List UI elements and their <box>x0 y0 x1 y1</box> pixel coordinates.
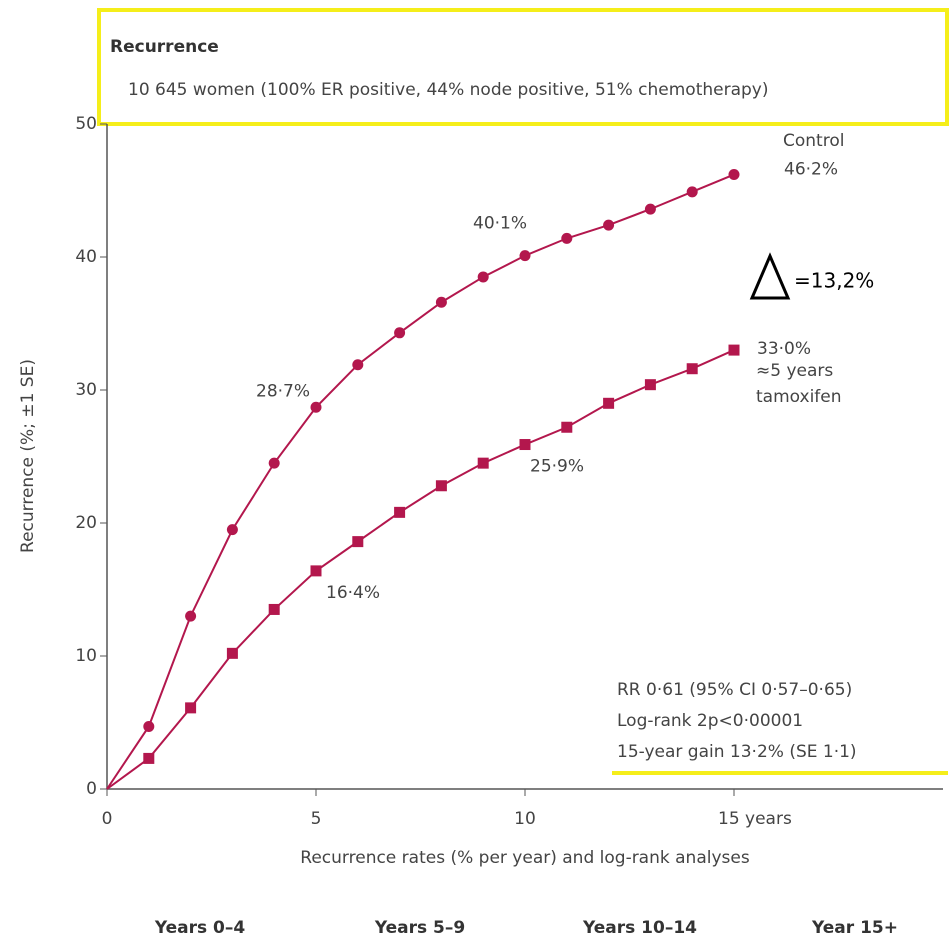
x-tick-label: 0 <box>102 809 113 829</box>
marker <box>603 397 615 409</box>
marker <box>561 421 573 433</box>
period-label: Years 0–4 <box>154 918 246 938</box>
x-axis-label: Recurrence rates (% per year) and log-ra… <box>300 848 750 868</box>
marker <box>435 480 447 492</box>
marker <box>561 232 573 244</box>
series-line <box>106 173 735 790</box>
legend-label: Control <box>783 131 844 151</box>
stats-line: 15-year gain 13·2% (SE 1·1) <box>617 742 857 762</box>
stats-line: RR 0·61 (95% CI 0·57–0·65) <box>617 680 852 700</box>
chart-subtitle: 10 645 women (100% ER positive, 44% node… <box>128 80 769 100</box>
period-label: Year 15+ <box>811 918 898 938</box>
marker <box>644 203 656 215</box>
marker <box>185 610 197 622</box>
marker <box>352 359 364 371</box>
stats-line: Log-rank 2p<0·00001 <box>617 711 803 731</box>
x-tick-label: 15 years <box>718 809 792 829</box>
marker <box>143 720 155 732</box>
y-tick-label: 20 <box>75 513 97 533</box>
chart-title: Recurrence <box>110 37 219 57</box>
y-axis-label: Recurrence (%; ±1 SE) <box>18 359 38 553</box>
period-label: Years 10–14 <box>582 918 697 938</box>
marker <box>310 401 322 413</box>
data-label: 16·4% <box>326 583 380 603</box>
data-label: 46·2% <box>784 160 838 180</box>
marker <box>644 379 656 391</box>
marker <box>143 752 155 764</box>
marker <box>394 506 406 518</box>
marker <box>226 647 238 659</box>
marker <box>603 219 615 231</box>
data-label: 40·1% <box>473 214 527 234</box>
delta-symbol <box>749 252 791 300</box>
delta-note: =13,2% <box>794 269 874 293</box>
y-tick-label: 30 <box>75 380 97 400</box>
marker <box>686 186 698 198</box>
series-line <box>106 349 735 790</box>
marker <box>268 603 280 615</box>
marker <box>394 327 406 339</box>
period-label: Years 5–9 <box>374 918 465 938</box>
y-tick-label: 10 <box>75 646 97 666</box>
y-tick-label: 50 <box>75 114 97 134</box>
marker <box>728 344 740 356</box>
data-label: 25·9% <box>530 457 584 477</box>
data-label: 33·0% <box>757 339 811 359</box>
x-tick-label: 5 <box>311 809 322 829</box>
data-label: 28·7% <box>256 381 310 401</box>
highlight-box <box>97 8 949 126</box>
y-tick-label: 0 <box>86 779 97 799</box>
y-tick-label: 40 <box>75 247 97 267</box>
marker <box>686 363 698 375</box>
x-tick-label: 10 <box>514 809 536 829</box>
legend-label: ≈5 years tamoxifen <box>756 361 842 407</box>
marker <box>352 536 364 548</box>
marker <box>519 439 531 451</box>
marker <box>185 702 197 714</box>
marker <box>477 271 489 283</box>
marker <box>435 296 447 308</box>
marker <box>728 169 740 181</box>
marker <box>477 457 489 469</box>
marker <box>268 457 280 469</box>
marker <box>226 524 238 536</box>
marker <box>519 250 531 262</box>
marker <box>310 565 322 577</box>
